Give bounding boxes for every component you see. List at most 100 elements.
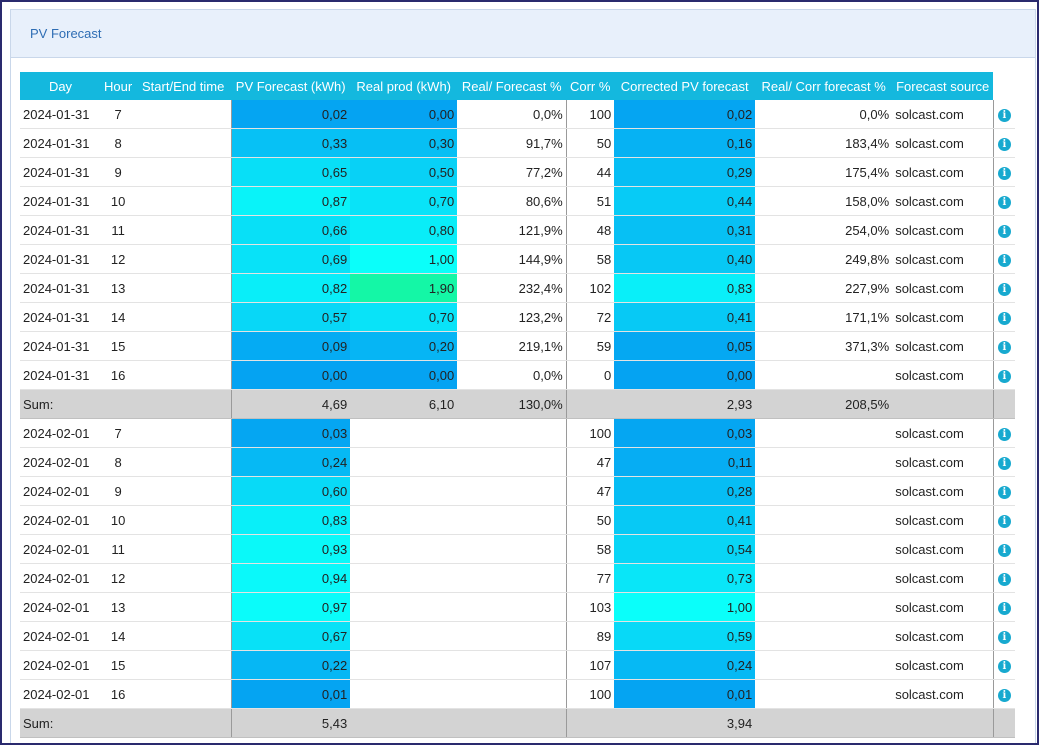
info-icon[interactable]: i (997, 515, 1011, 528)
cell-corr-pct: 58 (566, 534, 615, 564)
column-header-hour[interactable]: Hour (101, 72, 136, 100)
sum-empty (993, 708, 1016, 738)
cell-hour: 10 (101, 186, 136, 216)
cell-real-prod: 0,80 (350, 215, 458, 245)
cell-actions: i (993, 621, 1016, 651)
cell-start-end-time (135, 360, 232, 390)
pv-forecast-table: Day Hour Start/End time PV Forecast (kWh… (20, 72, 1016, 738)
cell-forecast-source: solcast.com (892, 273, 994, 303)
cell-start-end-time (135, 331, 232, 361)
panel-title: PV Forecast (30, 26, 102, 41)
cell-hour: 14 (101, 621, 136, 651)
column-header-corr-pct[interactable]: Corr % (566, 72, 615, 100)
cell-pv-forecast: 0,82 (230, 273, 351, 303)
info-icon[interactable]: i (997, 457, 1011, 470)
cell-actions: i (993, 128, 1016, 158)
cell-hour: 8 (101, 447, 136, 477)
info-icon[interactable]: i (997, 167, 1011, 180)
cell-day: 2024-02-01 (20, 418, 101, 448)
cell-real-prod: 1,00 (350, 244, 458, 274)
column-header-forecast-source[interactable]: Forecast source (892, 72, 994, 100)
cell-forecast-source: solcast.com (892, 360, 994, 390)
cell-start-end-time (135, 186, 232, 216)
info-icon[interactable]: i (997, 573, 1011, 586)
info-icon[interactable]: i (997, 631, 1011, 644)
column-header-real-corr-forecast-pct[interactable]: Real/ Corr forecast % (755, 72, 893, 100)
cell-real-corr-forecast-pct (755, 447, 893, 477)
info-icon[interactable]: i (997, 602, 1011, 615)
column-header-pv-forecast[interactable]: PV Forecast (kWh) (231, 72, 351, 100)
cell-corr-pct: 103 (566, 592, 615, 622)
cell-corrected-pv-forecast: 0,28 (614, 476, 756, 506)
table-row: 2024-02-01 7 0,03 100 0,03 solcast.com i (20, 418, 1016, 448)
sum-real-corr-forecast-pct (755, 708, 893, 738)
sum-corrected-pv-forecast: 2,93 (614, 389, 756, 419)
info-icon[interactable]: i (997, 312, 1011, 325)
sum-empty (566, 389, 615, 419)
cell-pv-forecast: 0,87 (230, 186, 351, 216)
table-row: 2024-01-31 14 0,57 0,70 123,2% 72 0,41 171,1% so… (20, 302, 1016, 332)
info-icon[interactable]: i (997, 689, 1011, 702)
info-icon[interactable]: i (997, 341, 1011, 354)
table-row: 2024-02-01 11 0,93 58 0,54 solcast.com i (20, 534, 1016, 564)
cell-pv-forecast: 0,93 (230, 534, 351, 564)
info-icon[interactable]: i (997, 544, 1011, 557)
info-icon[interactable]: i (997, 109, 1011, 122)
sum-empty (993, 389, 1016, 419)
info-icon[interactable]: i (997, 254, 1011, 267)
cell-corr-pct: 100 (566, 100, 615, 129)
info-icon[interactable]: i (997, 283, 1011, 296)
column-header-start-end-time[interactable]: Start/End time (135, 72, 232, 100)
column-header-real-forecast-pct[interactable]: Real/ Forecast % (457, 72, 567, 100)
cell-day: 2024-01-31 (20, 128, 101, 158)
cell-corrected-pv-forecast: 0,05 (614, 331, 756, 361)
cell-corr-pct: 59 (566, 331, 615, 361)
cell-pv-forecast: 0,97 (230, 592, 351, 622)
cell-real-corr-forecast-pct (755, 621, 893, 651)
cell-pv-forecast: 0,24 (230, 447, 351, 477)
cell-corrected-pv-forecast: 0,11 (614, 447, 756, 477)
cell-corr-pct: 51 (566, 186, 615, 216)
cell-start-end-time (135, 128, 232, 158)
sum-empty (135, 389, 232, 419)
info-icon[interactable]: i (997, 370, 1011, 383)
cell-start-end-time (135, 302, 232, 332)
table-row: 2024-02-01 12 0,94 77 0,73 solcast.com i (20, 563, 1016, 593)
info-icon[interactable]: i (997, 225, 1011, 238)
cell-forecast-source: solcast.com (892, 621, 994, 651)
cell-real-corr-forecast-pct: 249,8% (755, 244, 893, 274)
cell-hour: 8 (101, 128, 136, 158)
cell-actions: i (993, 244, 1016, 274)
cell-day: 2024-02-01 (20, 650, 101, 680)
sum-pv-forecast: 4,69 (230, 389, 351, 419)
cell-pv-forecast: 0,83 (230, 505, 351, 535)
column-header-corrected-pv-forecast[interactable]: Corrected PV forecast (614, 72, 756, 100)
cell-hour: 7 (101, 100, 136, 129)
info-icon[interactable]: i (997, 660, 1011, 673)
cell-real-forecast-pct (457, 621, 567, 651)
table-row: 2024-02-01 13 0,97 103 1,00 solcast.com i (20, 592, 1016, 622)
cell-real-forecast-pct: 121,9% (457, 215, 567, 245)
cell-pv-forecast: 0,33 (230, 128, 351, 158)
cell-start-end-time (135, 505, 232, 535)
cell-real-forecast-pct: 123,2% (457, 302, 567, 332)
info-icon[interactable]: i (997, 486, 1011, 499)
cell-real-forecast-pct (457, 650, 567, 680)
cell-corrected-pv-forecast: 0,44 (614, 186, 756, 216)
cell-hour: 12 (101, 244, 136, 274)
cell-real-prod: 0,70 (350, 302, 458, 332)
info-icon[interactable]: i (997, 428, 1011, 441)
cell-day: 2024-02-01 (20, 534, 101, 564)
cell-real-forecast-pct: 232,4% (457, 273, 567, 303)
cell-day: 2024-01-31 (20, 100, 101, 129)
info-icon[interactable]: i (997, 138, 1011, 151)
cell-forecast-source: solcast.com (892, 244, 994, 274)
column-header-real-prod[interactable]: Real prod (kWh) (350, 72, 458, 100)
cell-hour: 11 (101, 534, 136, 564)
column-header-day[interactable]: Day (20, 72, 101, 100)
sum-row: Sum: 4,69 6,10 130,0% 2,93 208,5% (20, 389, 1016, 419)
cell-day: 2024-01-31 (20, 244, 101, 274)
cell-pv-forecast: 0,02 (230, 100, 351, 129)
cell-actions: i (993, 505, 1016, 535)
info-icon[interactable]: i (997, 196, 1011, 209)
